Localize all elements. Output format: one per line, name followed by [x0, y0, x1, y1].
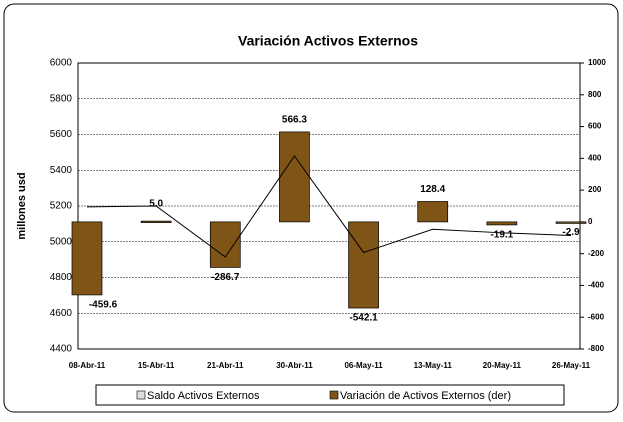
y-tick-label: 4600 [50, 308, 73, 319]
x-tick-label: 08-Abr-11 [69, 361, 106, 370]
data-label: 566.3 [282, 115, 307, 126]
y2-tick-label: 400 [588, 153, 602, 162]
y-tick-label: 5600 [50, 129, 73, 140]
y-tick-label: 4800 [50, 272, 73, 283]
bar [140, 220, 172, 223]
data-label: -542.1 [349, 313, 378, 324]
y2-tick-label: -200 [588, 249, 605, 258]
data-label: -459.6 [89, 300, 118, 311]
y2-tick-label: -600 [588, 312, 605, 321]
x-tick-label: 30-Abr-11 [276, 361, 313, 370]
legend-swatch [329, 390, 339, 400]
x-tick-label: 13-May-11 [414, 361, 453, 370]
y2-tick-label: -800 [588, 344, 605, 353]
data-label: -2.9 [562, 227, 580, 238]
y2-tick-label: 200 [588, 185, 602, 194]
line [86, 155, 572, 258]
data-label: -286.7 [211, 272, 240, 283]
legend-label: Saldo Activos Externos [147, 390, 260, 402]
legend-label: Variación de Activos Externos (der) [340, 390, 511, 402]
data-label: -19.1 [490, 230, 513, 241]
data-label: 5.0 [149, 199, 163, 210]
y2-tick-label: 800 [588, 90, 602, 99]
x-tick-label: 20-May-11 [483, 361, 522, 370]
y-tick-label: 5200 [50, 201, 73, 212]
bar [555, 221, 587, 224]
y2-tick-label: 0 [588, 217, 593, 226]
y-tick-label: 5000 [50, 236, 73, 247]
y2-tick-label: -400 [588, 281, 605, 290]
y2-tick-label: 600 [588, 122, 602, 131]
data-label: 128.4 [420, 184, 445, 195]
bar [71, 221, 103, 296]
y-tick-label: 5400 [50, 165, 73, 176]
bar [209, 221, 241, 268]
x-tick-label: 26-May-11 [552, 361, 591, 370]
y-tick-label: 4400 [50, 344, 73, 355]
chart-title: Variación Activos Externos [238, 33, 418, 49]
bar [279, 131, 310, 223]
x-tick-label: 21-Abr-11 [207, 361, 244, 370]
legend-swatch [136, 390, 146, 400]
x-tick-label: 15-Abr-11 [138, 361, 175, 370]
bar [417, 201, 449, 223]
y-tick-label: 5800 [50, 93, 73, 104]
y-axis-label: millones usd [16, 172, 28, 239]
y-tick-label: 6000 [50, 58, 73, 69]
x-tick-label: 06-May-11 [344, 361, 383, 370]
y2-tick-label: 1000 [588, 58, 606, 67]
bar [348, 221, 379, 309]
bar [486, 221, 518, 226]
